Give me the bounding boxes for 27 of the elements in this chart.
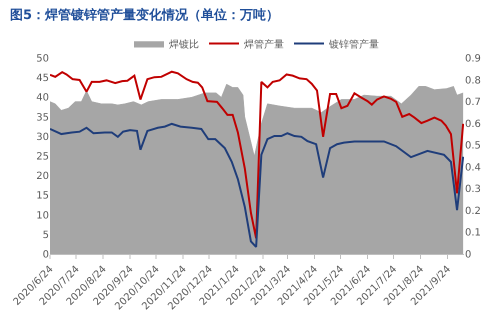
legend-label: 焊管产量: [244, 38, 284, 50]
y-tick-label: 35: [36, 112, 49, 124]
y-tick-label: 40: [36, 92, 49, 104]
y2-tick-label: 0.9: [465, 54, 481, 64]
y-tick-label: 10: [36, 210, 49, 222]
legend-label: 焊镀比: [169, 38, 199, 50]
y-tick-label: 0: [42, 250, 49, 260]
y-tick-label: 50: [36, 54, 49, 64]
y-tick-label: 25: [36, 152, 49, 162]
y2-tick-label: 0.7: [465, 97, 481, 108]
y2-tick-label: 0.5: [465, 140, 481, 152]
y2-tick-label: 0: [465, 250, 472, 260]
y2-tick-label: 0.2: [465, 206, 481, 217]
legend-label: 镀锌管产量: [328, 38, 379, 50]
y2-tick-label: 0.1: [465, 228, 481, 239]
y-tick-label: 5: [42, 230, 49, 241]
y2-tick-label: 0.3: [465, 184, 481, 196]
chart-title: 图5：焊管镀锌管产量变化情况（单位：万吨）: [10, 6, 280, 23]
y2-tick-label: 0.8: [465, 75, 481, 86]
y-tick-label: 15: [36, 190, 49, 202]
y2-tick-label: 0.4: [465, 162, 481, 174]
y2-tick-label: 0.6: [465, 118, 481, 130]
line-series: [50, 122, 464, 248]
y-tick-label: 30: [36, 132, 49, 143]
y-tick-label: 20: [36, 171, 49, 182]
line-series: [50, 70, 464, 240]
y-tick-label: 45: [36, 73, 49, 84]
